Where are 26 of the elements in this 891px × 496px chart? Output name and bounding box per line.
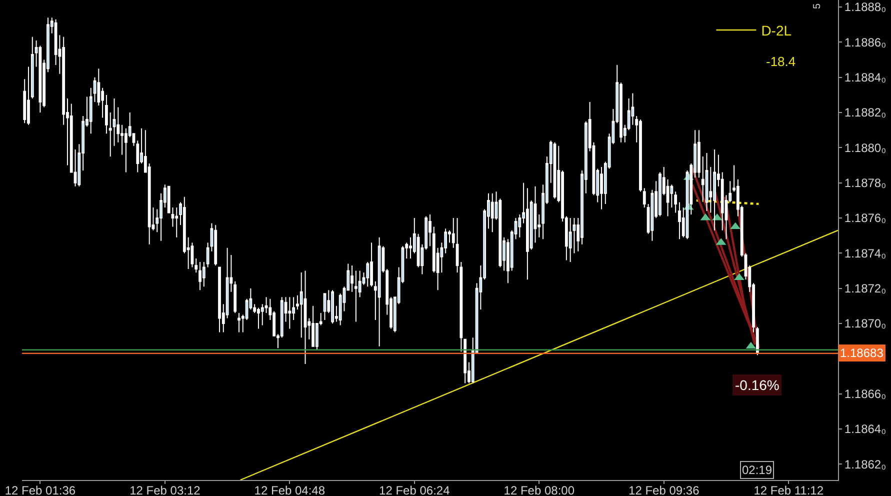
x-tick-label: 12 Feb 04:48 — [254, 483, 326, 496]
ref-line-label: 1.18683 — [840, 346, 884, 360]
y-tick-label: 1.1864₀ — [844, 422, 886, 436]
y-tick-label: 1.1878₀ — [844, 176, 886, 190]
y-tick-label: 1.1876₀ — [844, 211, 886, 226]
y-tick-label: 1.1886₀ — [844, 35, 886, 50]
x-tick-label: 12 Feb 06:24 — [379, 483, 450, 496]
x-tick-label: 12 Feb 11:12 — [754, 483, 824, 496]
annotation: 02:19 — [742, 463, 772, 477]
x-tick-label: 12 Feb 08:00 — [504, 483, 575, 496]
x-tick-label: 12 Feb 09:36 — [628, 483, 700, 496]
y-tick-label: 1.1866₀ — [844, 387, 886, 402]
y-tick-label: 1.1874₀ — [844, 246, 886, 260]
annotation: -0.16% — [735, 377, 780, 393]
x-tick-label: 12 Feb 03:12 — [130, 483, 201, 496]
y-tick-label: 1.1870₀ — [844, 316, 886, 331]
annotation: 5 — [812, 3, 823, 9]
y-tick-label: 1.1882₀ — [844, 106, 886, 120]
y-tick-label: 1.1884₀ — [844, 70, 886, 85]
y-tick-label: 1.1872₀ — [844, 282, 886, 296]
y-tick-label: 1.1862₀ — [844, 457, 886, 472]
y-tick-label: 1.1888₀ — [844, 0, 886, 14]
x-tick-label: 12 Feb 01:36 — [4, 483, 76, 496]
annotation: -18.4 — [766, 54, 796, 69]
y-tick-label: 1.1880₀ — [844, 140, 886, 155]
legend-label: D-2L — [761, 22, 792, 38]
